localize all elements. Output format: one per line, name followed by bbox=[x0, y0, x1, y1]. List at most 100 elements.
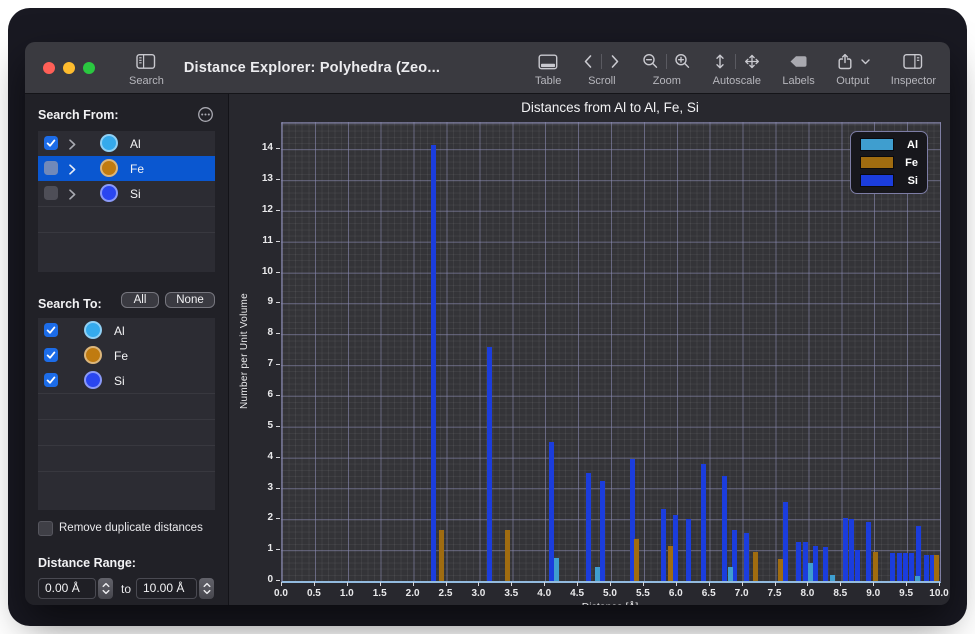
row-checkbox[interactable] bbox=[44, 348, 58, 362]
x-tick-label: 2.0 bbox=[405, 588, 420, 599]
toolbar-labels-button[interactable]: Labels bbox=[782, 42, 815, 93]
bar-si bbox=[673, 514, 678, 581]
y-tick-label: 5 bbox=[267, 419, 273, 431]
x-tick-label: 2.5 bbox=[438, 588, 453, 599]
zoom-window-button[interactable] bbox=[83, 61, 95, 74]
element-color-circle bbox=[100, 159, 118, 177]
bar-si bbox=[923, 554, 929, 581]
search-from-heading: Search From: bbox=[38, 108, 119, 122]
scroll-left-button[interactable] bbox=[582, 54, 594, 69]
chevron-down-icon bbox=[861, 58, 870, 65]
distance-min-stepper[interactable] bbox=[98, 578, 113, 599]
bar-si bbox=[744, 533, 749, 581]
range-to-label: to bbox=[121, 582, 132, 596]
bar-si bbox=[796, 542, 801, 581]
y-tick-label: 10 bbox=[261, 265, 273, 277]
bar-si bbox=[782, 502, 788, 581]
autoscale-vertical-button[interactable] bbox=[712, 53, 728, 70]
y-tick-mark bbox=[276, 302, 280, 304]
zoom-out-button[interactable] bbox=[642, 53, 659, 70]
x-tick-label: 7.0 bbox=[734, 588, 749, 599]
toolbar-table-button[interactable]: Table bbox=[535, 42, 561, 93]
row-checkbox[interactable] bbox=[44, 136, 58, 150]
sidebar: Search From: Al Fe Si Search To: All None … bbox=[25, 94, 228, 605]
bar-si bbox=[630, 459, 636, 581]
legend-swatch bbox=[860, 138, 894, 151]
y-tick-mark bbox=[276, 209, 280, 211]
disclosure-chevron-icon[interactable] bbox=[69, 164, 76, 175]
empty-list-row bbox=[38, 471, 215, 497]
distance-range-heading: Distance Range: bbox=[38, 556, 136, 570]
y-tick-label: 7 bbox=[267, 358, 273, 370]
list-item-si[interactable]: Si bbox=[38, 181, 215, 206]
bar-si bbox=[549, 442, 555, 581]
close-button[interactable] bbox=[43, 61, 55, 74]
x-tick-label: 10.0 bbox=[929, 588, 949, 599]
bar-si bbox=[889, 553, 895, 581]
bar-si bbox=[866, 522, 872, 581]
list-item-si[interactable]: Si bbox=[38, 368, 215, 393]
toolbar-output-button[interactable]: Output bbox=[836, 42, 870, 93]
minimize-button[interactable] bbox=[63, 61, 75, 74]
x-tick-mark bbox=[412, 582, 414, 586]
legend-label: Si bbox=[907, 174, 918, 187]
element-label: Fe bbox=[114, 348, 129, 363]
bar-fe bbox=[439, 530, 445, 581]
distance-max-field[interactable]: 10.00 Å bbox=[136, 578, 197, 599]
share-icon bbox=[836, 52, 854, 71]
bar-si bbox=[721, 476, 727, 581]
x-tick-label: 3.0 bbox=[471, 588, 486, 599]
x-tick-mark bbox=[346, 582, 348, 586]
x-tick-label: 0.0 bbox=[274, 588, 288, 599]
y-tick-mark bbox=[276, 179, 280, 181]
y-tick-mark bbox=[276, 456, 280, 458]
y-tick-label: 2 bbox=[267, 512, 273, 524]
select-all-button[interactable]: All bbox=[121, 292, 159, 308]
row-checkbox[interactable] bbox=[44, 161, 58, 175]
zoom-in-button[interactable] bbox=[674, 53, 691, 70]
row-checkbox[interactable] bbox=[44, 373, 58, 387]
x-tick-mark bbox=[544, 582, 546, 586]
empty-list-row bbox=[38, 232, 215, 258]
toolbar-labels-label: Labels bbox=[782, 74, 815, 87]
toolbar-search-button[interactable]: Search bbox=[129, 42, 164, 93]
distance-max-stepper[interactable] bbox=[199, 578, 214, 599]
plot-area[interactable]: Al Fe Si bbox=[281, 122, 941, 583]
autoscale-all-button[interactable] bbox=[743, 53, 761, 70]
disclosure-chevron-icon[interactable] bbox=[69, 189, 76, 200]
bar-al bbox=[807, 562, 813, 581]
chart-legend: Al Fe Si bbox=[850, 131, 928, 194]
list-item-al[interactable]: Al bbox=[38, 131, 215, 156]
list-item-fe[interactable]: Fe bbox=[38, 156, 215, 181]
toolbar-inspector-button[interactable]: Inspector bbox=[891, 42, 936, 93]
legend-label: Fe bbox=[905, 156, 918, 169]
row-checkbox[interactable] bbox=[44, 186, 58, 200]
bar-si bbox=[823, 547, 828, 581]
element-color-circle bbox=[84, 371, 102, 389]
scroll-right-button[interactable] bbox=[609, 54, 621, 69]
x-tick-label: 9.0 bbox=[866, 588, 881, 599]
remove-duplicates-checkbox[interactable] bbox=[38, 521, 53, 536]
window-title: Distance Explorer: Polyhedra (Zeo... bbox=[183, 59, 441, 76]
y-tick-mark bbox=[276, 271, 280, 273]
bar-al bbox=[829, 574, 835, 581]
toolbar-table-label: Table bbox=[535, 74, 562, 87]
toolbar-zoom-label: Zoom bbox=[652, 74, 681, 87]
disclosure-chevron-icon[interactable] bbox=[69, 139, 76, 150]
chart-region: Distances from Al to Al, Fe, Si Number p… bbox=[228, 94, 950, 605]
x-tick-label: 8.5 bbox=[833, 588, 848, 599]
more-options-icon[interactable] bbox=[197, 106, 214, 123]
list-item-al[interactable]: Al bbox=[38, 318, 215, 343]
row-checkbox[interactable] bbox=[44, 323, 58, 337]
distance-min-field[interactable]: 0.00 Å bbox=[38, 578, 96, 599]
x-axis-label: Distance [Å] bbox=[281, 601, 939, 605]
list-item-fe[interactable]: Fe bbox=[38, 343, 215, 368]
x-tick-label: 6.0 bbox=[668, 588, 683, 599]
select-none-button[interactable]: None bbox=[165, 292, 215, 308]
bar-si bbox=[896, 553, 902, 581]
y-tick-label: 13 bbox=[261, 173, 273, 185]
y-tick-label: 9 bbox=[267, 296, 273, 308]
legend-swatch bbox=[860, 156, 894, 169]
element-color-circle bbox=[84, 321, 102, 339]
element-color-circle bbox=[100, 134, 118, 152]
